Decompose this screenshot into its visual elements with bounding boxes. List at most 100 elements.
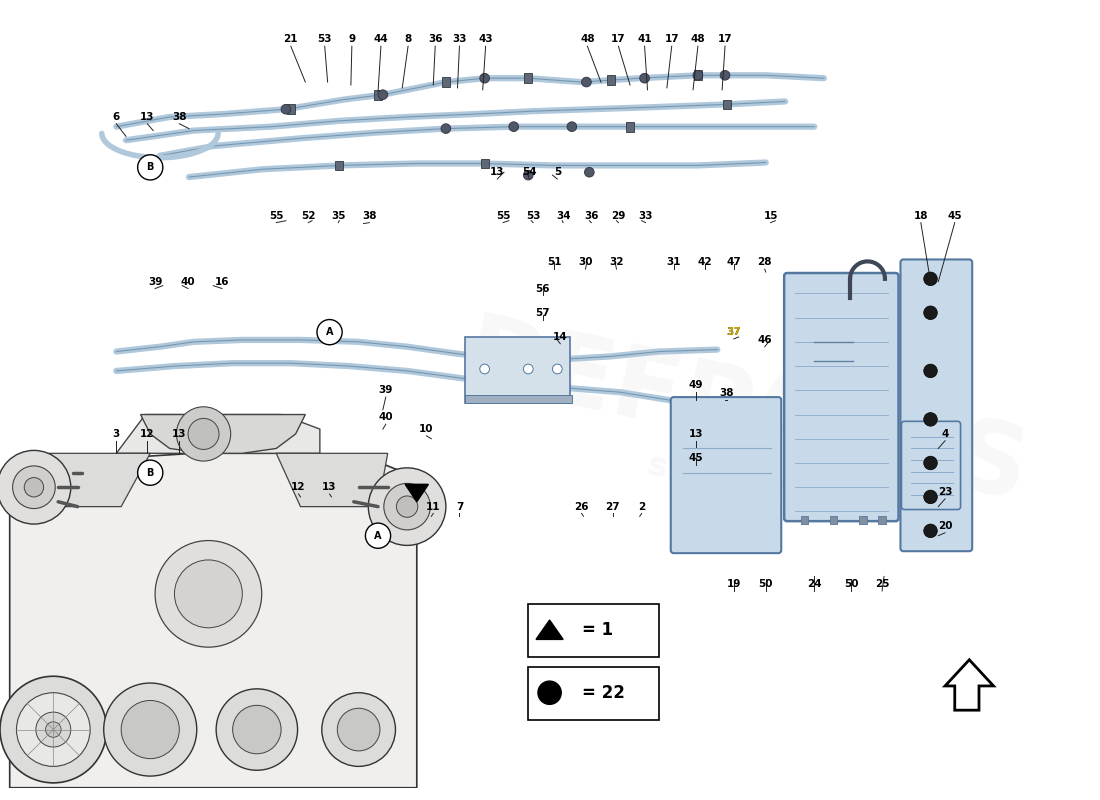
Text: 36: 36 <box>428 34 442 45</box>
Text: 55: 55 <box>496 211 510 221</box>
Text: 35: 35 <box>331 211 345 221</box>
Text: 13: 13 <box>322 482 337 492</box>
Bar <box>374 90 382 99</box>
Polygon shape <box>141 414 306 454</box>
Text: 41: 41 <box>637 34 652 45</box>
Text: 50: 50 <box>844 579 858 589</box>
Text: DEFPARTS: DEFPARTS <box>455 309 1037 522</box>
Circle shape <box>384 483 430 530</box>
Text: 29: 29 <box>612 211 626 221</box>
Circle shape <box>524 364 534 374</box>
Circle shape <box>524 170 534 180</box>
Text: A: A <box>374 530 382 541</box>
Polygon shape <box>276 454 387 506</box>
Bar <box>442 78 450 87</box>
Polygon shape <box>945 660 993 710</box>
Text: 50: 50 <box>759 579 773 589</box>
Text: 12: 12 <box>140 429 155 439</box>
Text: 48: 48 <box>580 34 595 45</box>
Circle shape <box>138 154 163 180</box>
Circle shape <box>509 122 518 131</box>
Text: 55: 55 <box>270 211 284 221</box>
Text: 53: 53 <box>526 211 540 221</box>
Bar <box>465 395 572 403</box>
Circle shape <box>45 722 62 738</box>
Bar <box>287 104 295 114</box>
Text: 3: 3 <box>112 429 120 439</box>
Circle shape <box>322 693 396 766</box>
Text: 37: 37 <box>726 327 741 337</box>
Circle shape <box>924 364 937 378</box>
Circle shape <box>480 74 490 83</box>
Text: 51: 51 <box>547 258 562 267</box>
Text: 33: 33 <box>638 211 652 221</box>
Text: 8: 8 <box>405 34 411 45</box>
Polygon shape <box>405 484 428 502</box>
Circle shape <box>36 712 70 747</box>
Circle shape <box>924 306 937 319</box>
Text: 38: 38 <box>719 388 734 398</box>
FancyBboxPatch shape <box>671 397 781 553</box>
Text: 45: 45 <box>947 211 962 221</box>
Text: 37: 37 <box>726 327 741 337</box>
Text: 14: 14 <box>553 332 568 342</box>
Text: 16: 16 <box>214 277 229 286</box>
Circle shape <box>368 468 446 546</box>
Text: 13: 13 <box>140 112 155 122</box>
Text: 38: 38 <box>362 211 376 221</box>
Text: 39: 39 <box>147 277 163 286</box>
Text: 6: 6 <box>112 112 120 122</box>
FancyBboxPatch shape <box>901 259 972 551</box>
Text: 57: 57 <box>536 308 550 318</box>
Circle shape <box>584 167 594 177</box>
Bar <box>859 516 867 524</box>
Circle shape <box>317 319 342 345</box>
FancyBboxPatch shape <box>901 422 960 510</box>
Text: 20: 20 <box>938 521 953 531</box>
Circle shape <box>924 490 937 504</box>
Text: 26: 26 <box>574 502 589 512</box>
Bar <box>525 74 532 83</box>
Bar <box>801 516 808 524</box>
Polygon shape <box>10 454 417 788</box>
Text: 34: 34 <box>556 211 571 221</box>
Bar <box>528 666 659 720</box>
Text: 33: 33 <box>452 34 466 45</box>
Text: 9: 9 <box>349 34 355 45</box>
Bar <box>829 516 837 524</box>
Bar <box>481 158 488 168</box>
Bar <box>336 161 343 170</box>
Text: 48: 48 <box>691 34 705 45</box>
Circle shape <box>155 541 262 647</box>
Text: 21: 21 <box>284 34 298 45</box>
Circle shape <box>480 364 490 374</box>
Circle shape <box>640 74 649 83</box>
Text: 43: 43 <box>478 34 493 45</box>
Text: = 22: = 22 <box>582 684 625 702</box>
Circle shape <box>232 706 282 754</box>
Text: 13: 13 <box>689 429 703 439</box>
Bar <box>878 516 886 524</box>
Circle shape <box>138 460 163 486</box>
Text: 25: 25 <box>874 579 889 589</box>
Circle shape <box>0 676 107 783</box>
Text: 39: 39 <box>378 386 393 395</box>
Text: 40: 40 <box>378 413 393 422</box>
Text: 5: 5 <box>553 167 561 178</box>
Text: 15: 15 <box>763 211 778 221</box>
Bar <box>528 603 659 657</box>
Circle shape <box>103 683 197 776</box>
Circle shape <box>720 70 730 80</box>
Circle shape <box>365 523 390 548</box>
Text: 30: 30 <box>579 258 593 267</box>
Circle shape <box>582 78 592 87</box>
Text: 17: 17 <box>612 34 626 45</box>
Bar <box>626 122 634 131</box>
Text: 32: 32 <box>609 258 624 267</box>
Circle shape <box>441 124 451 134</box>
Text: 27: 27 <box>605 502 620 512</box>
Circle shape <box>924 456 937 470</box>
Circle shape <box>566 122 576 131</box>
Text: 13: 13 <box>490 167 505 178</box>
Text: 18: 18 <box>914 211 928 221</box>
